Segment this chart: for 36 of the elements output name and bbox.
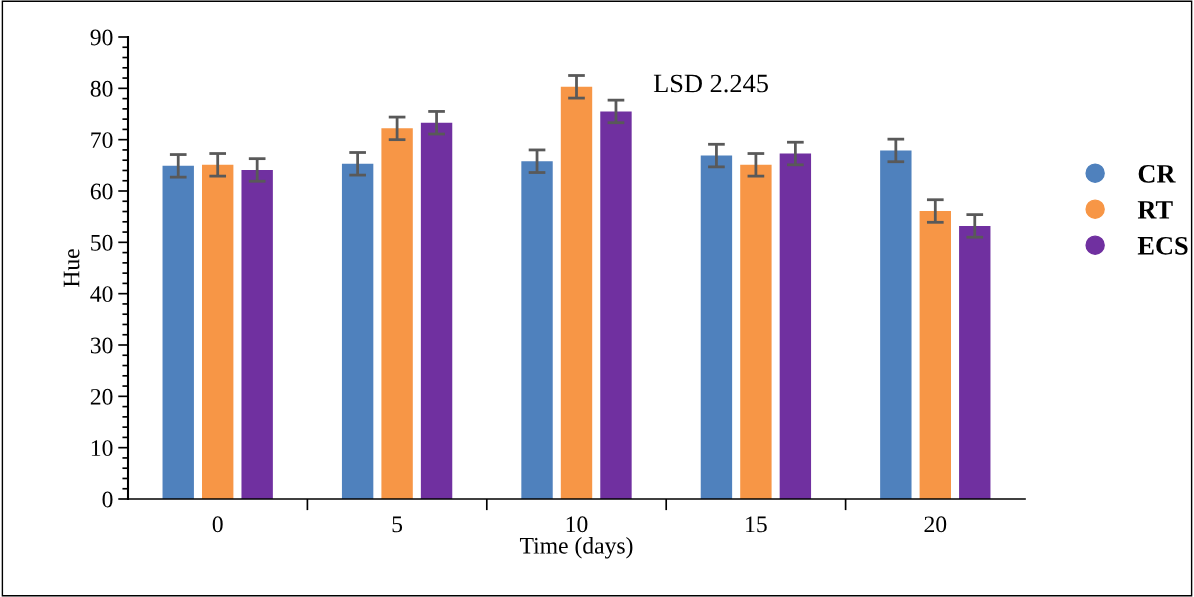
y-tick-label: 0 (102, 491, 113, 508)
annotation: LSD 2.245 (653, 74, 768, 93)
y-tick-label: 50 (91, 234, 113, 251)
y-tick-label: 40 (90, 286, 113, 303)
x-tick-label: 10 (566, 516, 588, 533)
x-tick-label: 5 (392, 516, 403, 533)
x-tick-label: 20 (924, 516, 947, 533)
bar (521, 161, 553, 499)
y-tick-label: 70 (91, 132, 113, 149)
legend-label: CR (1138, 164, 1176, 183)
bar (779, 153, 812, 499)
bar (880, 150, 912, 499)
y-tick-label: 80 (90, 80, 113, 97)
y-tick-label: 90 (90, 29, 113, 46)
x-tick-label: 0 (212, 516, 223, 533)
bar (560, 86, 593, 499)
x-axis-title: Time (days) (519, 537, 633, 559)
y-tick-label: 20 (90, 388, 113, 405)
bar (959, 225, 991, 499)
bar (202, 164, 234, 499)
y-axis-title: Hue (63, 249, 80, 287)
y-tick-label: 30 (90, 337, 113, 354)
legend-label: RT (1137, 201, 1173, 219)
bar (241, 169, 273, 499)
bar (162, 165, 194, 499)
bar (600, 111, 632, 499)
bar (381, 128, 413, 499)
y-tick-label: 60 (90, 183, 113, 200)
bar (919, 211, 951, 499)
bar (341, 163, 374, 499)
x-tick-label: 15 (746, 516, 767, 533)
bar (700, 155, 733, 499)
y-tick-label: 10 (91, 440, 113, 457)
bar (740, 164, 772, 499)
bar (420, 122, 453, 499)
legend-label: ECS (1137, 236, 1188, 255)
